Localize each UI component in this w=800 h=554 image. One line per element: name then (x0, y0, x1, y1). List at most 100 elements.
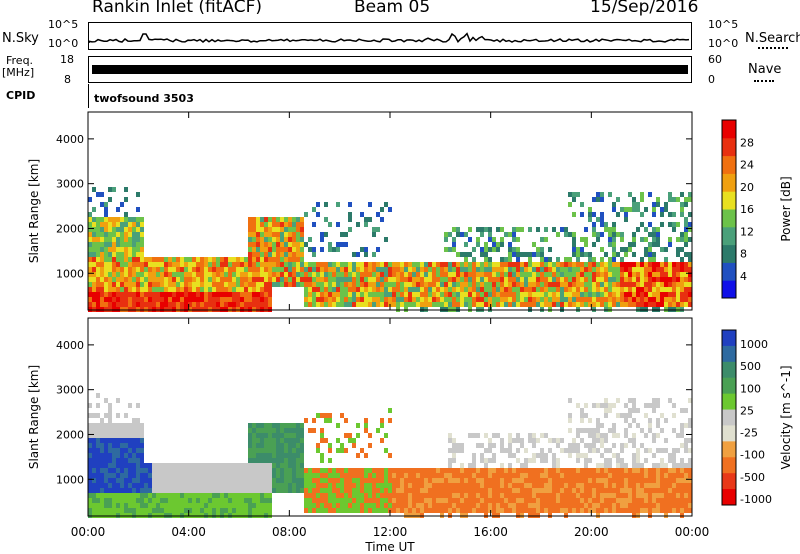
power-cell (612, 297, 616, 302)
vel-cell (588, 493, 592, 498)
vel-cell (320, 498, 324, 503)
power-cell (572, 242, 576, 247)
vel-cell (244, 478, 248, 483)
vel-cell (616, 453, 620, 458)
vel-cell (524, 503, 528, 508)
power-cell (684, 237, 688, 242)
vel-cell (320, 438, 324, 443)
power-cell (316, 292, 320, 297)
power-cell (136, 282, 140, 287)
vel-cell (472, 463, 476, 468)
vel-cell (88, 443, 92, 448)
vel-cell (88, 473, 92, 478)
power-cell (228, 272, 232, 277)
vel-cell (332, 473, 336, 478)
power-cell (584, 287, 588, 292)
power-cell (188, 257, 192, 262)
power-cell (336, 247, 340, 252)
vel-cell (276, 428, 280, 433)
vel-cell (124, 423, 128, 428)
power-cell (612, 207, 616, 212)
power-cell (592, 277, 596, 282)
power-cell (288, 217, 292, 222)
power-cell (668, 267, 672, 272)
power-cell (376, 267, 380, 272)
vel-cell (440, 473, 444, 478)
power-cell (504, 297, 508, 302)
vel-cell (684, 438, 688, 443)
power-cell (436, 292, 440, 297)
power-cell (104, 262, 108, 267)
vel-cell (496, 433, 500, 438)
vel-cell (416, 493, 420, 498)
vel-cell (92, 428, 96, 433)
power-cell (352, 302, 356, 307)
power-cell (384, 277, 388, 282)
power-cell (320, 282, 324, 287)
power-cell (176, 287, 180, 292)
vel-cell (680, 428, 684, 433)
power-cell (476, 242, 480, 247)
power-cell (672, 262, 676, 267)
vel-cell (492, 473, 496, 478)
power-cell (108, 257, 112, 262)
power-cell (316, 212, 320, 217)
power-cell (520, 227, 524, 232)
power-cell (292, 232, 296, 237)
vel-cell (628, 408, 632, 413)
power-cell (360, 272, 364, 277)
vel-cell (608, 473, 612, 478)
power-cell (160, 277, 164, 282)
power-cell (568, 257, 572, 262)
vel-cell (316, 478, 320, 483)
power-cell (596, 217, 600, 222)
vel-cell (168, 483, 172, 488)
vel-cell (288, 478, 292, 483)
vel-cell (676, 448, 680, 453)
power-cell (136, 262, 140, 267)
power-cell (344, 287, 348, 292)
power-cell (208, 272, 212, 277)
power-cell (276, 232, 280, 237)
vel-cell (556, 508, 560, 513)
vel-cell (544, 498, 548, 503)
vel-cell (588, 473, 592, 478)
vel-cell (636, 483, 640, 488)
vel-cell (268, 473, 272, 478)
vel-cell (580, 428, 584, 433)
power-cell (348, 277, 352, 282)
power-cell (508, 287, 512, 292)
vel-cell (116, 458, 120, 463)
vel-cell (292, 468, 296, 473)
power-cell (196, 297, 200, 302)
vel-cell (384, 478, 388, 483)
power-cell (88, 217, 92, 222)
vel-cell (292, 443, 296, 448)
power-cell (404, 262, 408, 267)
power-cell (580, 262, 584, 267)
power-cell (364, 252, 368, 257)
vel-cell (128, 448, 132, 453)
vel-cell (412, 493, 416, 498)
vel-cell (160, 508, 164, 513)
power-cell (676, 282, 680, 287)
vel-cell (636, 423, 640, 428)
vel-cell (600, 503, 604, 508)
vel-cell (272, 428, 276, 433)
power-cell (240, 262, 244, 267)
vel-cell (184, 503, 188, 508)
vel-cell (680, 508, 684, 513)
vel-cell (272, 438, 276, 443)
power-cell (548, 277, 552, 282)
power-cell (292, 262, 296, 267)
vel-cell (216, 468, 220, 473)
power-cell (192, 272, 196, 277)
vel-cell (152, 498, 156, 503)
vel-cell (92, 493, 96, 498)
power-cell (100, 222, 104, 227)
vel-cell (456, 503, 460, 508)
vel-cell (596, 508, 600, 513)
power-cell (464, 242, 468, 247)
vel-cell (644, 493, 648, 498)
vel-cell (164, 488, 168, 493)
